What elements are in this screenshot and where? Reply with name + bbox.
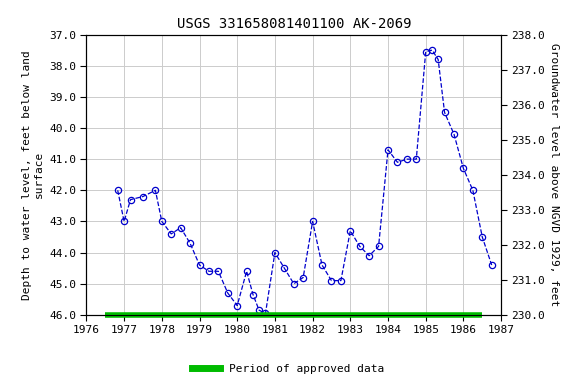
Legend: Period of approved data: Period of approved data: [188, 359, 388, 379]
Y-axis label: Depth to water level, feet below land
surface: Depth to water level, feet below land su…: [22, 50, 43, 300]
Title: USGS 331658081401100 AK-2069: USGS 331658081401100 AK-2069: [176, 17, 411, 31]
Y-axis label: Groundwater level above NGVD 1929, feet: Groundwater level above NGVD 1929, feet: [549, 43, 559, 306]
